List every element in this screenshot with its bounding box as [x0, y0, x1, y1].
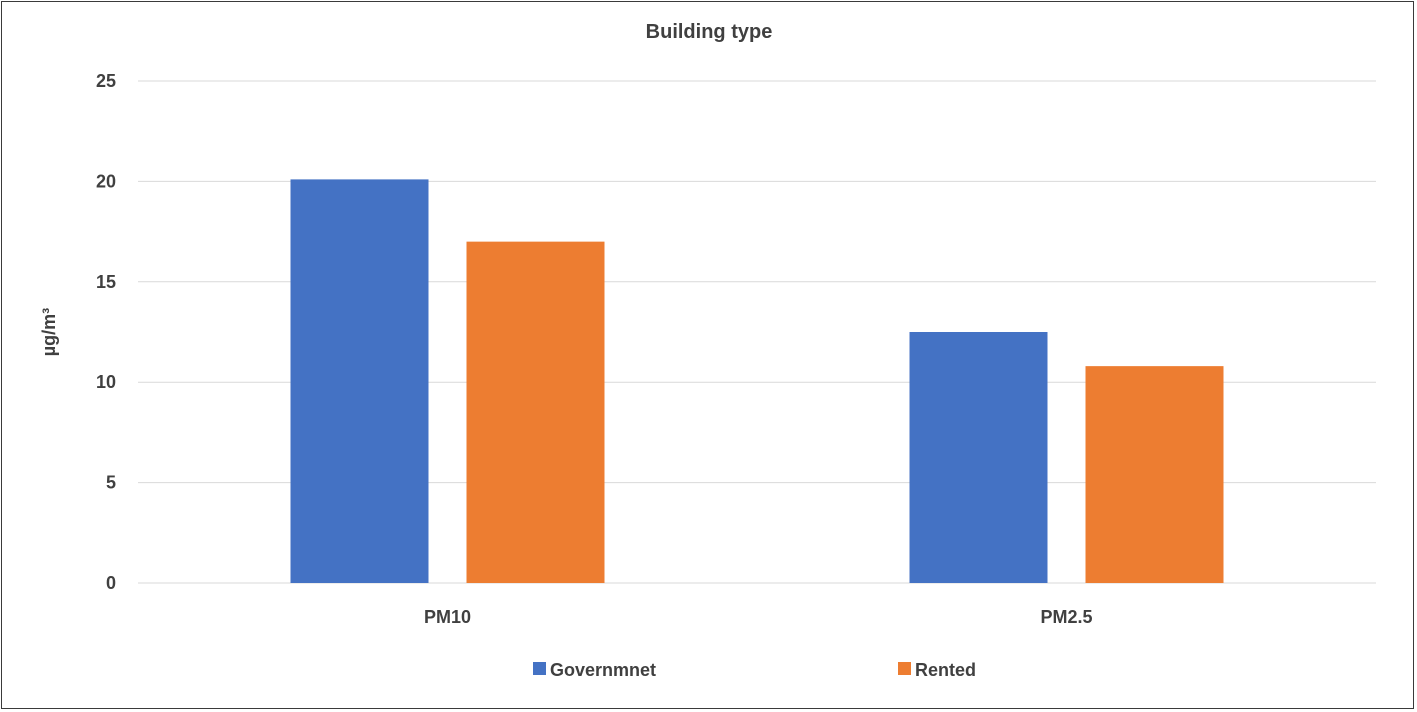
y-tick-label: 5	[106, 473, 116, 493]
bar-governmnet-pm25	[909, 332, 1048, 583]
legend: Governmnet Rented	[533, 660, 976, 680]
legend-label: Governmnet	[550, 660, 656, 680]
y-tick-label: 25	[96, 71, 116, 91]
x-axis-categories: PM10 PM2.5	[424, 607, 1093, 627]
bar-rented-pm25	[1085, 366, 1224, 583]
x-category-label: PM10	[424, 607, 471, 627]
legend-swatch	[533, 662, 546, 675]
y-tick-label: 15	[96, 272, 116, 292]
y-tick-label: 20	[96, 171, 116, 191]
y-tick-label: 10	[96, 372, 116, 392]
x-category-label: PM2.5	[1040, 607, 1092, 627]
bar-governmnet-pm10	[290, 179, 429, 583]
bar-rented-pm10	[466, 241, 605, 583]
bars	[290, 179, 1224, 583]
y-axis-ticks: 0 5 10 15 20 25	[96, 71, 116, 593]
y-tick-label: 0	[106, 573, 116, 593]
chart-title: Building type	[646, 21, 773, 43]
legend-label: Rented	[915, 660, 976, 680]
y-axis-label: µg/m³	[39, 308, 59, 356]
legend-swatch	[898, 662, 911, 675]
